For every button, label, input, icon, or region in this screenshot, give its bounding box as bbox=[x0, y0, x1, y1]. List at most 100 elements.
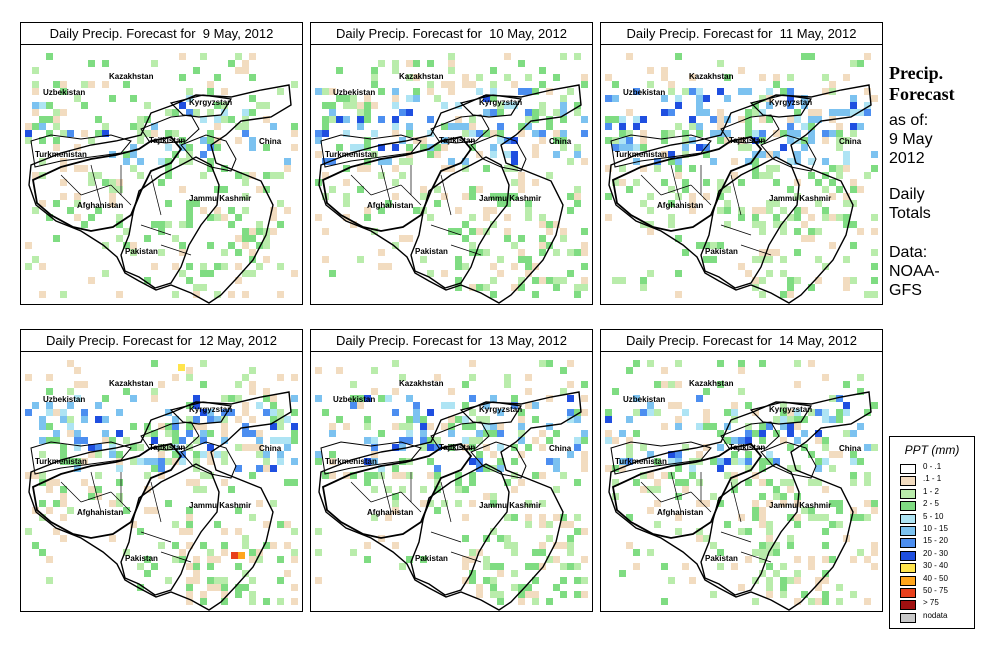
precip-map: Uzbekistan Kazakhstan Kyrgyzstan Tajikistan… bbox=[25, 360, 298, 611]
legend-swatch bbox=[900, 501, 916, 512]
legend-label: 1 - 2 bbox=[923, 486, 940, 496]
map-label-jammu_kashmir: Jammu Kashmir bbox=[769, 501, 831, 510]
map-label-kazakhstan: Kazakhstan bbox=[689, 379, 734, 388]
legend-label: 40 - 50 bbox=[923, 573, 948, 583]
side-asof: as of: bbox=[889, 112, 929, 129]
legend-label: 2 - 5 bbox=[923, 499, 940, 509]
panel-title: Daily Precip. Forecast for 12 May, 2012 bbox=[21, 330, 302, 352]
map-label-afghanistan: Afghanistan bbox=[367, 508, 413, 517]
map-label-tajikistan: Tajikistan bbox=[439, 136, 475, 145]
legend-label: nodata bbox=[923, 610, 948, 620]
map-label-pakistan: Pakistan bbox=[705, 554, 738, 563]
map-label-pakistan: Pakistan bbox=[125, 554, 158, 563]
side-totals1: Daily bbox=[889, 186, 925, 203]
map-label-turkmenistan: Turkmenistan bbox=[325, 457, 377, 466]
map-label-china: China bbox=[839, 137, 862, 146]
forecast-panel: Daily Precip. Forecast for 9 May, 2012 Uz… bbox=[20, 22, 303, 305]
map-label-kazakhstan: Kazakhstan bbox=[399, 379, 444, 388]
side-date2: 2012 bbox=[889, 150, 925, 167]
legend-label: 30 - 40 bbox=[923, 561, 948, 571]
map-label-tajikistan: Tajikistan bbox=[149, 443, 185, 452]
precip-legend: PPT (mm) 0 - .1 .1 - 1 1 - 2 2 - 5 5 - 10 10 … bbox=[889, 436, 975, 629]
map-label-jammu_kashmir: Jammu Kashmir bbox=[769, 194, 831, 203]
map-label-tajikistan: Tajikistan bbox=[729, 443, 765, 452]
map-label-turkmenistan: Turkmenistan bbox=[615, 457, 667, 466]
forecast-panel: Daily Precip. Forecast for 14 May, 2012 U… bbox=[600, 329, 883, 612]
side-data2: NOAA- bbox=[889, 263, 940, 280]
legend-swatch bbox=[900, 550, 916, 561]
map-label-kyrgyzstan: Kyrgyzstan bbox=[479, 405, 522, 414]
legend-swatch bbox=[900, 513, 916, 524]
map-label-kyrgyzstan: Kyrgyzstan bbox=[189, 405, 232, 414]
precip-map: Uzbekistan Kazakhstan Kyrgyzstan Tajikistan… bbox=[605, 53, 878, 304]
legend-label: 10 - 15 bbox=[923, 524, 948, 533]
legend-swatch bbox=[900, 575, 916, 586]
map-label-china: China bbox=[259, 444, 282, 453]
map-label-afghanistan: Afghanistan bbox=[77, 201, 123, 210]
legend-swatch bbox=[900, 563, 916, 574]
forecast-panel: Daily Precip. Forecast for 10 May, 2012 U… bbox=[310, 22, 593, 305]
map-label-uzbekistan: Uzbekistan bbox=[333, 88, 375, 97]
map-label-pakistan: Pakistan bbox=[125, 247, 158, 256]
legend-label: > 75 bbox=[923, 598, 939, 608]
precip-map: Uzbekistan Kazakhstan Kyrgyzstan Tajikistan… bbox=[605, 360, 878, 611]
precip-map: Uzbekistan Kazakhstan Kyrgyzstan Tajikistan… bbox=[315, 360, 588, 611]
map-label-kyrgyzstan: Kyrgyzstan bbox=[479, 98, 522, 107]
map-label-pakistan: Pakistan bbox=[705, 247, 738, 256]
map-label-uzbekistan: Uzbekistan bbox=[43, 88, 85, 97]
map-label-kazakhstan: Kazakhstan bbox=[109, 72, 154, 81]
forecast-panel: Daily Precip. Forecast for 12 May, 2012 U… bbox=[20, 329, 303, 612]
map-label-pakistan: Pakistan bbox=[415, 554, 448, 563]
map-label-kazakhstan: Kazakhstan bbox=[109, 379, 154, 388]
legend-swatch bbox=[900, 538, 916, 549]
side-date1: 9 May bbox=[889, 131, 933, 148]
legend-swatch bbox=[900, 600, 916, 611]
side-title-line2: Forecast bbox=[889, 84, 955, 104]
side-data1: Data: bbox=[889, 244, 928, 261]
map-label-jammu_kashmir: Jammu Kashmir bbox=[189, 501, 251, 510]
legend-label: 5 - 10 bbox=[923, 511, 944, 521]
map-label-kyrgyzstan: Kyrgyzstan bbox=[769, 98, 812, 107]
map-label-kazakhstan: Kazakhstan bbox=[689, 72, 734, 81]
legend-swatch bbox=[900, 464, 916, 474]
map-label-china: China bbox=[839, 444, 862, 453]
map-label-turkmenistan: Turkmenistan bbox=[35, 150, 87, 159]
legend-label: 0 - .1 bbox=[923, 462, 942, 471]
legend-label: .1 - 1 bbox=[923, 474, 942, 484]
map-label-afghanistan: Afghanistan bbox=[657, 508, 703, 517]
map-label-jammu_kashmir: Jammu Kashmir bbox=[479, 501, 541, 510]
side-data3: GFS bbox=[889, 282, 922, 299]
map-label-tajikistan: Tajikistan bbox=[439, 443, 475, 452]
panel-title: Daily Precip. Forecast for 14 May, 2012 bbox=[601, 330, 882, 352]
map-label-turkmenistan: Turkmenistan bbox=[615, 150, 667, 159]
precip-map: Uzbekistan Kazakhstan Kyrgyzstan Tajikistan… bbox=[25, 53, 298, 304]
map-label-pakistan: Pakistan bbox=[415, 247, 448, 256]
map-label-turkmenistan: Turkmenistan bbox=[325, 150, 377, 159]
panel-title: Daily Precip. Forecast for 9 May, 2012 bbox=[21, 23, 302, 45]
legend-swatch bbox=[900, 476, 916, 487]
map-label-jammu_kashmir: Jammu Kashmir bbox=[479, 194, 541, 203]
legend-swatch bbox=[900, 588, 916, 598]
forecast-panel: Daily Precip. Forecast for 13 May, 2012 U… bbox=[310, 329, 593, 612]
map-label-uzbekistan: Uzbekistan bbox=[43, 395, 85, 404]
map-label-china: China bbox=[549, 444, 572, 453]
legend-swatch bbox=[900, 526, 916, 536]
map-label-kazakhstan: Kazakhstan bbox=[399, 72, 444, 81]
map-label-afghanistan: Afghanistan bbox=[77, 508, 123, 517]
panel-title: Daily Precip. Forecast for 10 May, 2012 bbox=[311, 23, 592, 45]
precip-map: Uzbekistan Kazakhstan Kyrgyzstan Tajikistan… bbox=[315, 53, 588, 304]
map-label-china: China bbox=[549, 137, 572, 146]
map-label-kyrgyzstan: Kyrgyzstan bbox=[769, 405, 812, 414]
map-label-afghanistan: Afghanistan bbox=[657, 201, 703, 210]
legend-label: 20 - 30 bbox=[923, 548, 948, 558]
legend-label: 50 - 75 bbox=[923, 586, 948, 595]
legend-label: 15 - 20 bbox=[923, 536, 948, 546]
map-label-tajikistan: Tajikistan bbox=[149, 136, 185, 145]
map-label-uzbekistan: Uzbekistan bbox=[333, 395, 375, 404]
forecast-panel: Daily Precip. Forecast for 11 May, 2012 U… bbox=[600, 22, 883, 305]
legend-swatch bbox=[900, 612, 916, 623]
side-title-line1: Precip. bbox=[889, 63, 944, 83]
legend-title: PPT (mm) bbox=[904, 443, 960, 457]
map-label-tajikistan: Tajikistan bbox=[729, 136, 765, 145]
side-totals2: Totals bbox=[889, 205, 931, 222]
